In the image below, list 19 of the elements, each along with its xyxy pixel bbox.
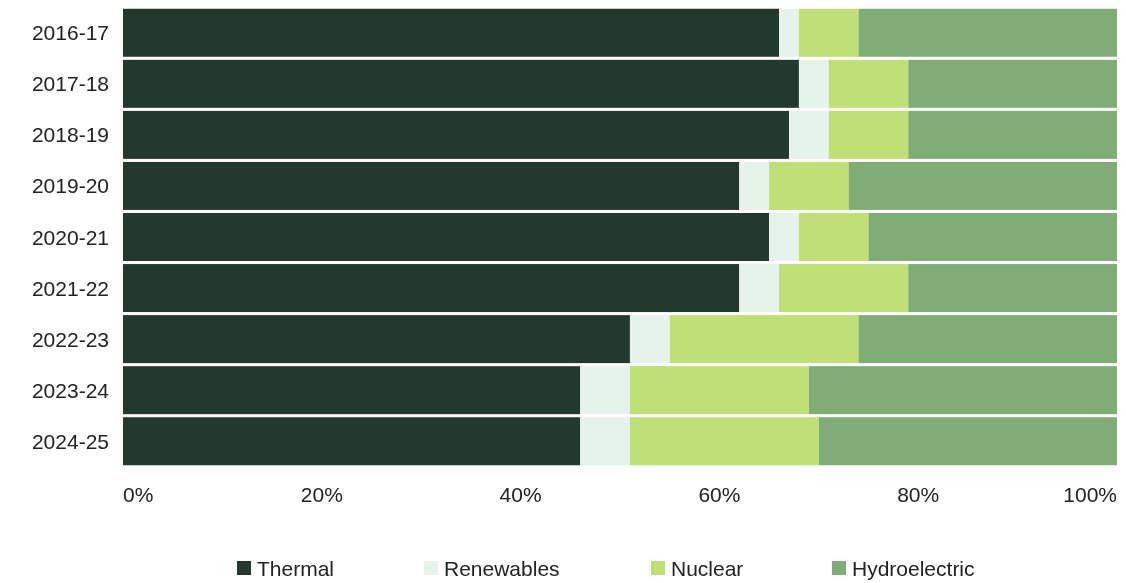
x-tick-label: 100% <box>1063 482 1117 506</box>
y-tick-label: 2020-21 <box>31 225 109 249</box>
legend-label: Nuclear <box>671 556 744 580</box>
x-tick-label: 40% <box>499 482 542 506</box>
y-tick-label: 2024-25 <box>31 429 109 453</box>
x-tick-label: 0% <box>123 482 154 506</box>
legend-label: Renewables <box>444 556 560 580</box>
y-tick-label: 2022-23 <box>31 327 109 351</box>
legend-label: Hydroelectric <box>852 556 975 580</box>
y-tick-label: 2019-20 <box>31 174 109 198</box>
x-tick-label: 60% <box>698 482 741 506</box>
y-tick-label: 2023-24 <box>31 378 110 402</box>
y-tick-label: 2021-22 <box>31 276 109 300</box>
x-tick-label: 20% <box>300 482 343 506</box>
y-tick-label: 2016-17 <box>31 21 109 45</box>
y-tick-label: 2017-18 <box>31 72 109 96</box>
y-tick-label: 2018-19 <box>31 123 109 147</box>
x-tick-label: 80% <box>897 482 940 506</box>
legend-label: Thermal <box>257 556 335 580</box>
